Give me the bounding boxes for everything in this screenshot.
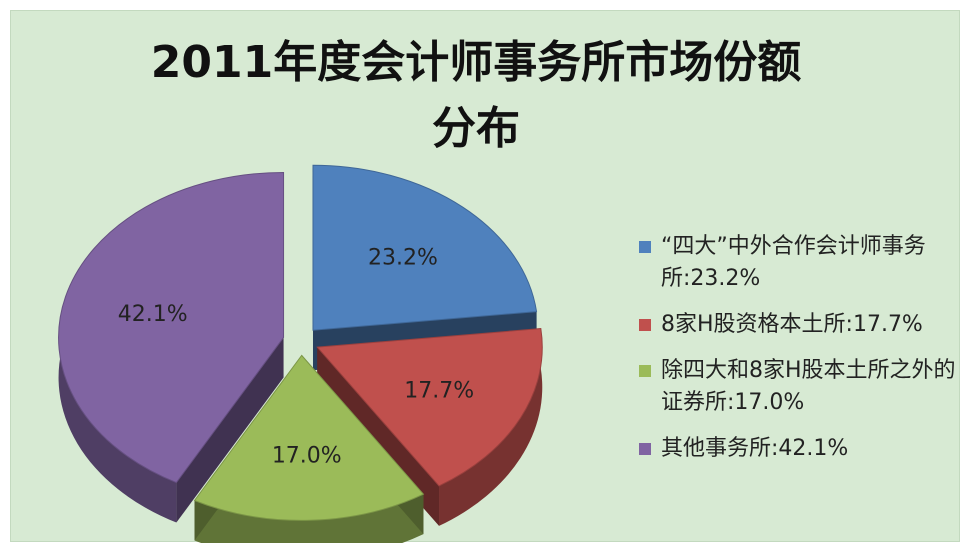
legend-swatch-big-four: [639, 241, 651, 253]
pie-slice-securities: [193, 354, 425, 521]
data-label-h-share: 17.7%: [404, 379, 474, 404]
pie-chart: 23.2% 17.7% 17.0% 42.1%: [58, 164, 543, 543]
legend: “四大”中外合作会计师事务所:23.2% 8家H股资格本土所:17.7% 除四大…: [639, 231, 969, 479]
data-label-securities: 17.0%: [272, 443, 342, 468]
pie-slice-other: [58, 171, 285, 484]
legend-swatch-other: [639, 443, 651, 455]
pie-slice-wall-securities: [194, 494, 424, 543]
legend-label-h-share: 8家H股资格本土所:17.7%: [661, 312, 923, 337]
pie-slice-edge-other-0: [176, 337, 284, 523]
pie-slice-wall-h-share: [439, 328, 543, 526]
legend-item-h-share: 8家H股资格本土所:17.7%: [639, 309, 969, 341]
chart-title-line-2: 分布: [432, 103, 520, 154]
legend-swatch-h-share: [639, 319, 651, 331]
data-label-big-four: 23.2%: [368, 245, 438, 270]
legend-swatch-securities: [639, 365, 651, 377]
pie-slice-big-four: [312, 164, 538, 331]
legend-label-other: 其他事务所:42.1%: [661, 436, 849, 461]
legend-item-securities: 除四大和8家H股本土所之外的证券所:17.0%: [639, 355, 969, 419]
data-label-other: 42.1%: [118, 302, 188, 327]
chart-area: 2011年度会计师事务所市场份额 分布 23.2% 17.7% 17.0% 42.1%…: [10, 10, 960, 543]
legend-label-securities: 除四大和8家H股本土所之外的证券所:17.0%: [661, 358, 956, 415]
legend-item-other: 其他事务所:42.1%: [639, 433, 969, 465]
legend-item-big-four: “四大”中外合作会计师事务所:23.2%: [639, 231, 969, 295]
pie-slice-h-share: [316, 328, 543, 487]
chart-title-line-1: 2011年度会计师事务所市场份额: [150, 37, 802, 88]
legend-label-big-four: “四大”中外合作会计师事务所:23.2%: [661, 234, 926, 291]
